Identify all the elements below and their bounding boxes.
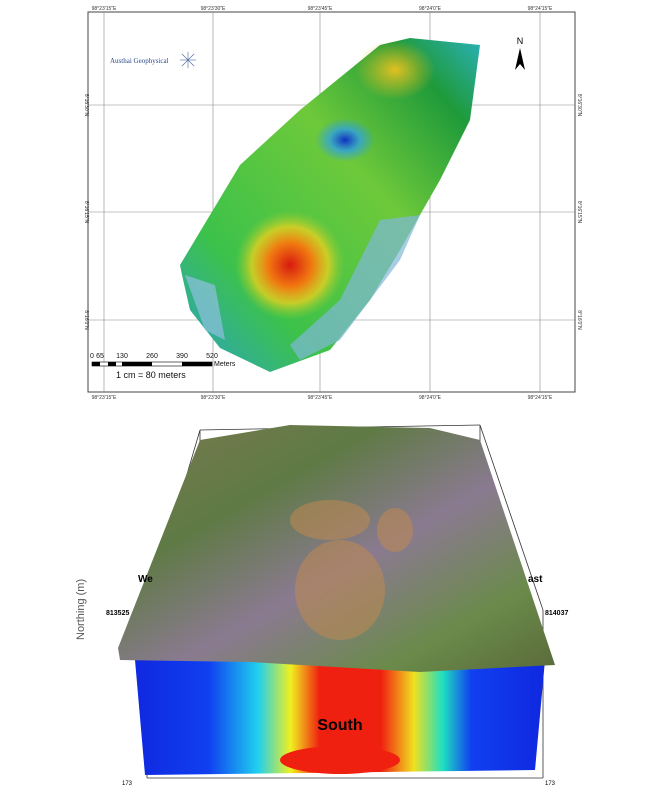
scale-bar	[91, 361, 213, 367]
coord-label: 8°16'30"N	[576, 94, 582, 117]
scale-tick: 65	[96, 353, 104, 360]
anomaly-overlay	[290, 500, 413, 640]
coord-label: 98°23'15"E	[92, 395, 117, 401]
left-coord: 813525	[106, 610, 129, 617]
resistivity-section	[135, 660, 545, 775]
coord-label: 98°24'15"E	[528, 395, 553, 401]
anomaly	[280, 746, 400, 774]
coord-label: 8°16'15"N	[83, 201, 89, 224]
scale-tick: 260	[146, 353, 158, 360]
coord-label: 8°16'30"N	[83, 94, 89, 117]
coord-label: 8°16'0"N	[576, 310, 582, 330]
scale-unit: Meters	[214, 361, 236, 368]
coord-label: 98°23'15"E	[92, 6, 117, 12]
bottom-left: 173	[122, 781, 133, 787]
right-coord: 814037	[545, 610, 568, 617]
logo-icon	[180, 52, 196, 68]
coord-label: 98°23'45"E	[308, 395, 333, 401]
scale-tick: 130	[116, 353, 128, 360]
coord-label: 98°23'45"E	[308, 6, 333, 12]
coord-label: 8°16'15"N	[576, 201, 582, 224]
section-label: South	[317, 717, 362, 734]
coord-label: 98°24'15"E	[528, 6, 553, 12]
coord-label: 8°16'0"N	[83, 310, 89, 330]
coord-label: 98°23'30"E	[201, 6, 226, 12]
scale-tick: 520	[206, 353, 218, 360]
coord-label: 98°23'30"E	[201, 395, 226, 401]
scale-tick: 390	[176, 353, 188, 360]
scale-tick: 0	[90, 353, 94, 360]
east-label: ast	[528, 574, 543, 585]
scale-ratio: 1 cm = 80 meters	[116, 370, 186, 380]
north-label: N	[517, 36, 524, 46]
axis-label: Northing (m)	[75, 579, 87, 640]
coord-label: 98°24'0"E	[419, 6, 442, 12]
logo: Austhai Geophysical	[110, 57, 169, 65]
coord-label: 98°24'0"E	[419, 395, 442, 401]
dem	[180, 38, 480, 372]
west-label: We	[138, 574, 153, 585]
north-arrow	[515, 48, 525, 70]
bottom-right: 173	[545, 781, 556, 787]
